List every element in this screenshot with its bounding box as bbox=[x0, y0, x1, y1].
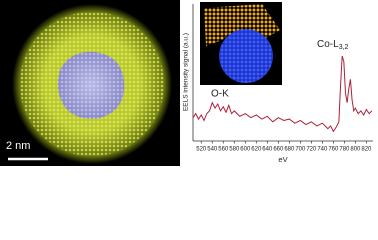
figure: 2 nm EELS intensity signal (a.u.) eV O-K… bbox=[0, 0, 373, 166]
stem-image: 2 nm bbox=[0, 0, 180, 166]
scale-bar-label: 2 nm bbox=[6, 140, 30, 152]
annotation-subscript: 3,2 bbox=[339, 44, 349, 51]
annotation: O-K bbox=[211, 89, 229, 100]
x-tick-label: 740 bbox=[317, 147, 328, 153]
x-tick-label: 700 bbox=[295, 147, 306, 153]
x-tick-label: 660 bbox=[273, 147, 284, 153]
x-tick-label: 580 bbox=[229, 147, 240, 153]
y-axis-label: EELS intensity signal (a.u.) bbox=[183, 33, 190, 111]
x-tick-label: 620 bbox=[251, 147, 262, 153]
inset-image bbox=[200, 2, 282, 85]
x-tick-label: 560 bbox=[218, 147, 229, 153]
annotation: Co-L3,2 bbox=[317, 39, 349, 51]
annotation-text: Co-L bbox=[317, 39, 339, 50]
x-tick-label: 820 bbox=[361, 147, 372, 153]
x-tick-label: 640 bbox=[262, 147, 273, 153]
x-tick-label: 540 bbox=[207, 147, 218, 153]
x-tick-label: 520 bbox=[196, 147, 207, 153]
x-tick-label: 780 bbox=[339, 147, 350, 153]
x-tick-label: 760 bbox=[328, 147, 339, 153]
data-line bbox=[192, 55, 373, 133]
x-tick-label: 680 bbox=[284, 147, 295, 153]
x-tick-label: 800 bbox=[350, 147, 361, 153]
x-tick-label: 720 bbox=[306, 147, 317, 153]
x-tick-label: 600 bbox=[240, 147, 251, 153]
x-axis-label: eV bbox=[278, 155, 287, 164]
